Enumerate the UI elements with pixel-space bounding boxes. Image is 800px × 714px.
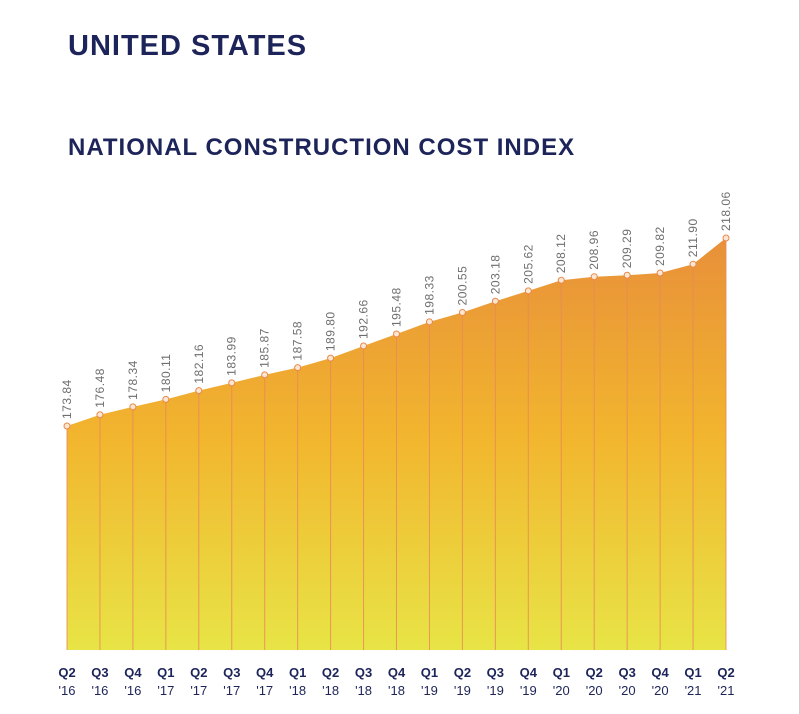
- data-point[interactable]: [656, 269, 664, 277]
- x-tick-quarter: Q3: [355, 665, 372, 680]
- data-label: 187.58: [291, 321, 305, 361]
- data-point[interactable]: [623, 271, 631, 279]
- data-label: 211.90: [686, 218, 700, 257]
- data-label: 205.62: [521, 244, 535, 284]
- x-tick-year: '17: [157, 683, 174, 698]
- data-point[interactable]: [425, 318, 433, 326]
- x-tick-year: '16: [124, 683, 141, 698]
- data-label: 192.66: [357, 299, 371, 339]
- x-tick-quarter: Q2: [717, 665, 734, 680]
- data-point[interactable]: [162, 395, 170, 403]
- x-tick-quarter: Q4: [124, 665, 142, 680]
- x-tick-year: '18: [388, 683, 405, 698]
- data-label: 185.87: [258, 328, 272, 368]
- x-tick-year: '21: [718, 683, 735, 698]
- data-label: 208.12: [554, 234, 568, 274]
- data-label: 198.33: [422, 275, 436, 315]
- data-point[interactable]: [228, 379, 236, 387]
- x-tick-year: '16: [59, 683, 76, 698]
- x-tick-quarter: Q2: [586, 665, 603, 680]
- x-tick-quarter: Q4: [256, 665, 274, 680]
- x-tick-quarter: Q1: [289, 665, 306, 680]
- x-tick-quarter: Q3: [91, 665, 108, 680]
- data-point[interactable]: [129, 403, 137, 411]
- x-tick-year: '17: [223, 683, 240, 698]
- x-tick-quarter: Q1: [553, 665, 570, 680]
- data-point[interactable]: [261, 371, 269, 379]
- data-label: 189.80: [324, 311, 338, 351]
- x-tick-year: '18: [289, 683, 306, 698]
- x-tick-year: '19: [454, 683, 471, 698]
- data-point[interactable]: [327, 354, 335, 362]
- data-label: 203.18: [488, 255, 502, 295]
- x-tick-quarter: Q2: [58, 665, 75, 680]
- x-tick-year: '18: [322, 683, 339, 698]
- data-label: 209.82: [653, 226, 667, 266]
- data-label: 178.34: [126, 360, 140, 400]
- x-tick-quarter: Q2: [322, 665, 339, 680]
- x-tick-year: '20: [586, 683, 603, 698]
- x-tick-year: '16: [91, 683, 108, 698]
- data-point[interactable]: [557, 276, 565, 284]
- data-point[interactable]: [491, 297, 499, 305]
- x-tick-quarter: Q1: [421, 665, 438, 680]
- data-point[interactable]: [294, 364, 302, 372]
- x-tick-year: '20: [619, 683, 636, 698]
- data-label: 218.06: [719, 191, 733, 231]
- x-tick-quarter: Q4: [388, 665, 406, 680]
- x-tick-year: '19: [520, 683, 537, 698]
- data-point[interactable]: [689, 260, 697, 268]
- data-label: 183.99: [225, 336, 239, 376]
- data-point[interactable]: [360, 342, 368, 350]
- data-point[interactable]: [722, 234, 730, 242]
- x-tick-year: '18: [355, 683, 372, 698]
- region-title: UNITED STATES: [68, 30, 308, 62]
- chart-title: NATIONAL CONSTRUCTION COST INDEX: [68, 134, 576, 161]
- x-tick-quarter: Q3: [223, 665, 240, 680]
- x-tick-year: '20: [652, 683, 669, 698]
- x-tick-quarter: Q2: [190, 665, 207, 680]
- x-tick-quarter: Q3: [618, 665, 635, 680]
- data-point[interactable]: [63, 422, 71, 430]
- x-tick-quarter: Q4: [651, 665, 669, 680]
- data-point[interactable]: [524, 287, 532, 295]
- data-label: 173.84: [60, 379, 74, 419]
- data-point[interactable]: [393, 330, 400, 338]
- x-tick-year: '21: [685, 683, 702, 698]
- data-point[interactable]: [96, 411, 104, 419]
- data-label: 180.11: [159, 354, 173, 393]
- x-tick-year: '20: [553, 683, 570, 698]
- data-label: 200.55: [455, 266, 469, 306]
- x-tick-year: '17: [190, 683, 207, 698]
- data-point[interactable]: [590, 273, 598, 281]
- x-tick-year: '19: [421, 683, 438, 698]
- x-tick-quarter: Q4: [520, 665, 538, 680]
- x-tick-year: '17: [256, 683, 273, 698]
- x-tick-year: '19: [487, 683, 504, 698]
- data-point[interactable]: [458, 308, 466, 316]
- data-point[interactable]: [195, 387, 203, 395]
- data-label: 208.96: [587, 230, 601, 270]
- data-label: 195.48: [390, 287, 404, 327]
- data-label: 209.29: [620, 229, 634, 269]
- x-tick-quarter: Q1: [157, 665, 174, 680]
- data-label: 176.48: [93, 368, 107, 408]
- x-tick-quarter: Q1: [684, 665, 701, 680]
- data-label: 182.16: [192, 344, 206, 384]
- x-tick-quarter: Q2: [454, 665, 471, 680]
- x-tick-quarter: Q3: [487, 665, 504, 680]
